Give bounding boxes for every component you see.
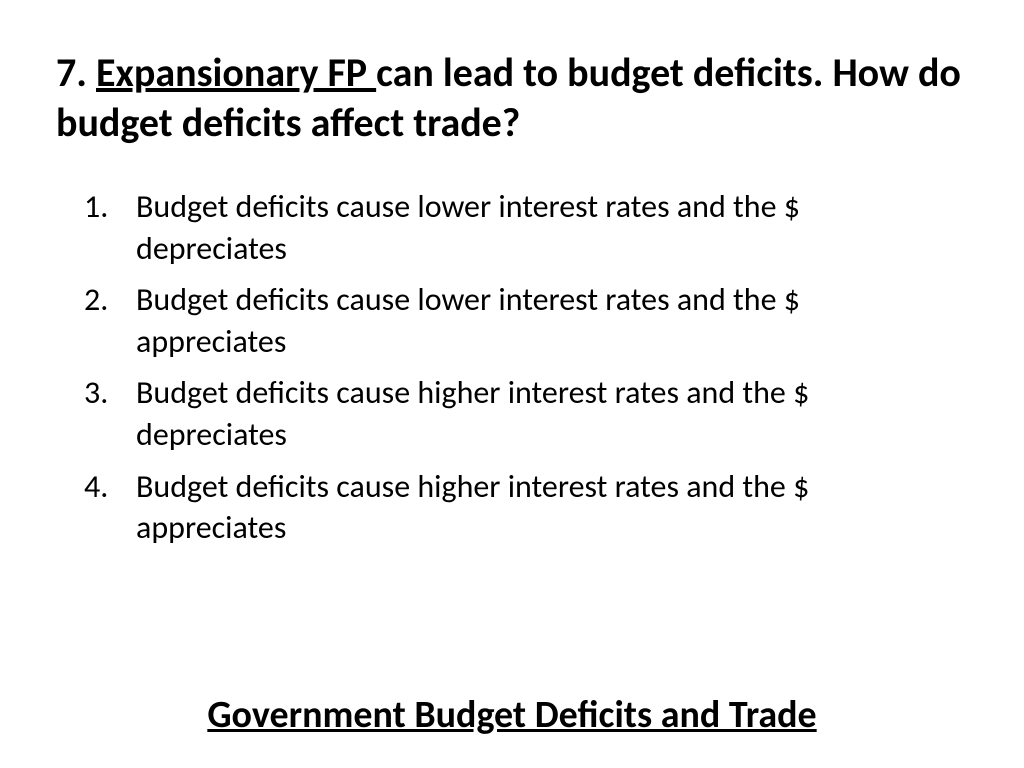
list-item: Budget deficits cause lower interest rat… — [136, 186, 816, 269]
answer-options-list: Budget deficits cause lower interest rat… — [56, 186, 816, 549]
option-text: Budget deficits cause higher interest ra… — [136, 467, 809, 548]
slide: 7. Expansionary FP can lead to budget de… — [0, 0, 1024, 768]
heading-prefix: 7. — [56, 48, 96, 97]
list-item: Budget deficits cause lower interest rat… — [136, 279, 816, 362]
heading-rest-1: can lead to budget deficits. — [376, 48, 832, 97]
list-item: Budget deficits cause higher interest ra… — [136, 466, 816, 549]
option-text: Budget deficits cause lower interest rat… — [136, 280, 800, 361]
list-item: Budget deficits cause higher interest ra… — [136, 372, 816, 455]
heading-underlined-term: Expansionary FP — [96, 48, 376, 97]
footer-title: Government Budget Deficits and Trade — [0, 692, 1024, 738]
option-text: Budget deficits cause higher interest ra… — [136, 373, 809, 454]
option-text: Budget deficits cause lower interest rat… — [136, 187, 800, 268]
question-heading: 7. Expansionary FP can lead to budget de… — [56, 48, 968, 148]
